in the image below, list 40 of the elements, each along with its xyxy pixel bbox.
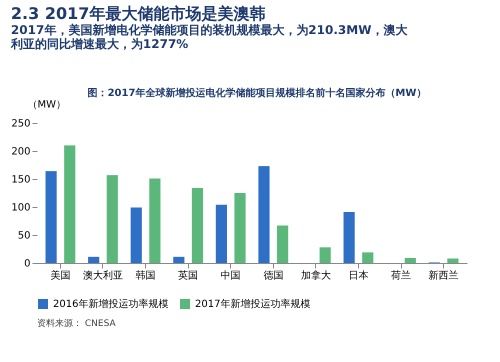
- y-tick-label: 0: [24, 258, 30, 270]
- y-tick-label: 200: [11, 146, 30, 158]
- x-tick-label: 德国: [263, 270, 284, 282]
- bar: [344, 212, 355, 263]
- y-tick-label: 150: [11, 174, 30, 186]
- bar: [277, 225, 288, 263]
- chart-subtitle: 2017年，美国新增电化学储能项目的装机规模最大，为210.3MW，澳大利亚的同比增速最大，为1277%: [10, 23, 408, 51]
- x-tick-label: 韩国: [136, 270, 156, 282]
- y-tick-label: 100: [11, 202, 30, 214]
- bar: [173, 256, 184, 263]
- x-tick-label: 新西兰: [428, 270, 459, 282]
- bar: [64, 145, 76, 263]
- x-tick-label: 日本: [348, 270, 368, 282]
- x-tick-label: 加拿大: [300, 270, 331, 282]
- bar: [404, 258, 416, 263]
- x-tick-label: 荷兰: [391, 270, 412, 282]
- x-tick-label: 澳大利亚: [82, 270, 123, 282]
- bar: [106, 175, 118, 263]
- bar: [447, 258, 458, 263]
- bar: [88, 256, 100, 263]
- chart-title: 2.3 2017年最大储能市场是美澳韩: [10, 4, 266, 23]
- bar: [216, 204, 227, 263]
- x-tick-label: 英国: [178, 270, 198, 282]
- text: 图：2017年全球新增投运电化学储能项目规模排名前十名国家分布（MW）: [88, 87, 426, 99]
- bar: [46, 171, 57, 263]
- x-tick-label: 美国: [50, 270, 70, 282]
- x-tick-label: 中国: [220, 270, 241, 282]
- legend-label: 2017年新增投运功率规模: [195, 298, 310, 310]
- bar: [130, 208, 142, 263]
- bar: [234, 193, 246, 263]
- y-tick-label: 250: [11, 118, 30, 130]
- bar: [362, 252, 374, 263]
- bar: [258, 166, 270, 263]
- y-tick-label: 50: [18, 230, 30, 242]
- y-axis-title: （MW）: [28, 100, 66, 110]
- bar: [320, 247, 331, 263]
- bar: [149, 178, 160, 263]
- bar: [192, 188, 204, 263]
- text: 资料来源： CNESA: [37, 318, 116, 329]
- legend-label: 2016年新增投运功率规模: [53, 298, 168, 310]
